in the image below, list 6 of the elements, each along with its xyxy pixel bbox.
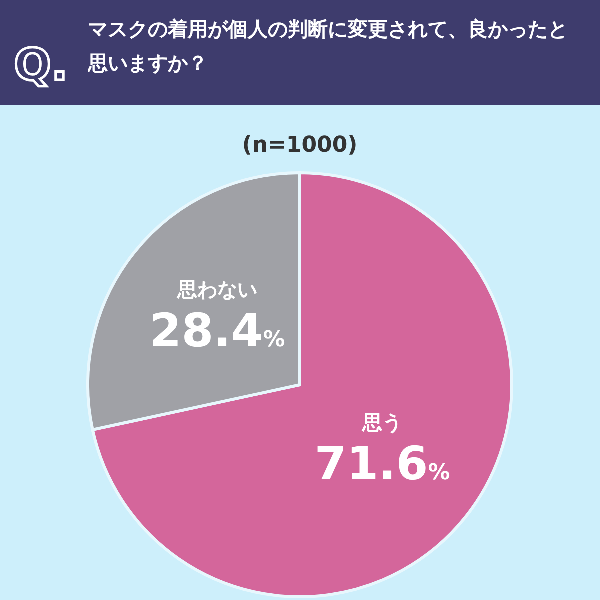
annotation: Q.	[14, 40, 68, 91]
data-label: 28.4%	[150, 303, 286, 358]
chart-subtitle: (n=1000)	[242, 133, 358, 158]
slice-label: 思う	[362, 410, 403, 435]
data-label: 71.6%	[314, 436, 450, 491]
slice-label: 思わない	[176, 277, 258, 302]
